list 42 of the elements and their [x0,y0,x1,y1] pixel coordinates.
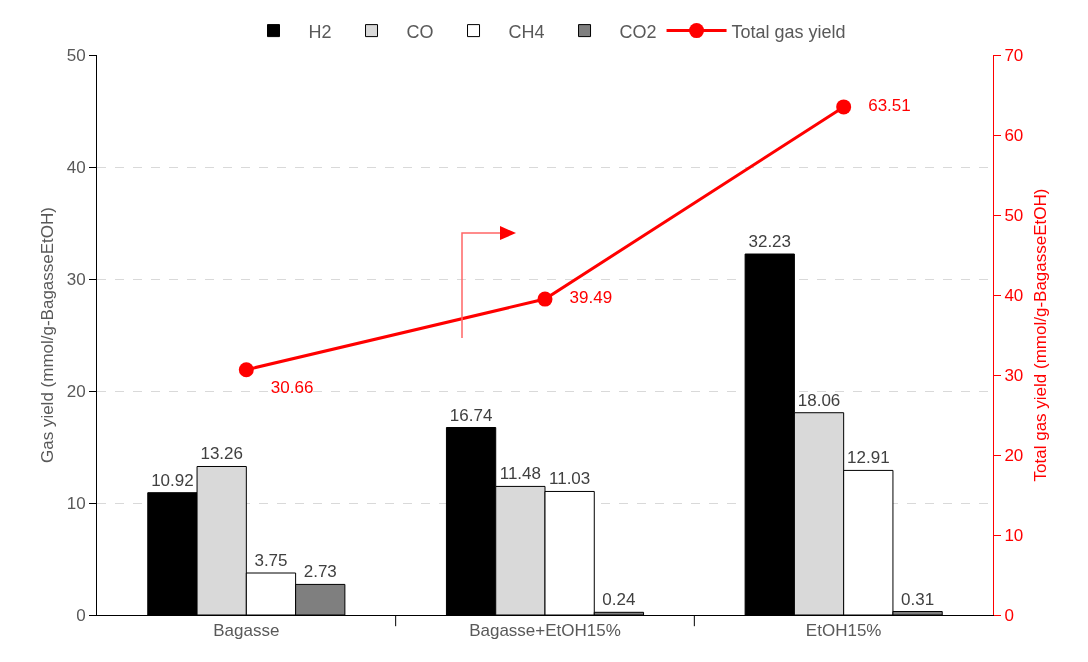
data-label: 3.75 [254,551,288,570]
y2-tick-label: 10 [1004,525,1024,545]
data-label: 63.51 [854,96,911,116]
y2-axis-title: Total gas yield (mmol/g-BagasseEtOH) [1030,188,1050,482]
data-label: 30.66 [256,377,314,397]
point [836,99,852,115]
data-label: 18.06 [797,390,841,410]
x-tick-label: EtOH15% [805,621,882,641]
y2-tick-label: 50 [1004,205,1024,225]
y-tick-label: 20 [66,381,86,401]
legend-label: CH4 [508,21,545,42]
data-label: 0.31 [901,589,935,609]
legend-label: Total gas yield [731,21,846,42]
legend-label: CO2 [619,21,657,42]
y-tick-label: 0 [76,605,86,625]
y2-tick-label: 60 [1004,125,1024,145]
x-tick-label: Bagasse [213,621,280,641]
data-label: 0.24 [602,590,636,610]
data-label: 16.74 [449,405,493,425]
data-label: 11.48 [499,464,541,484]
point [238,362,254,378]
data-label: 32.23 [748,232,792,252]
y2-tick-label: 70 [1004,45,1024,65]
y2-tick-label: 0 [1004,605,1014,625]
data-label: 39.49 [555,288,613,308]
y2-tick-label: 20 [1004,445,1024,465]
data-label: 12.91 [847,448,890,468]
y-tick-label: 50 [66,45,86,65]
data-label: 2.73 [303,562,337,582]
x-tick-label: Bagasse+EtOH15% [469,621,621,641]
y-tick-label: 10 [66,493,86,513]
legend-label: H2 [308,21,332,42]
point [537,291,553,307]
y-tick-label: 30 [66,269,86,289]
y-tick-label: 40 [66,157,86,177]
legend-label: CO [406,21,434,42]
y2-tick-label: 30 [1004,365,1024,385]
data-label: 13.26 [200,444,243,464]
data-label: 11.03 [549,469,591,489]
y2-tick-label: 40 [1004,285,1024,305]
data-label: 10.92 [151,470,194,490]
y-axis-title: Gas yield (mmol/g-BagasseEtOH) [38,206,57,464]
